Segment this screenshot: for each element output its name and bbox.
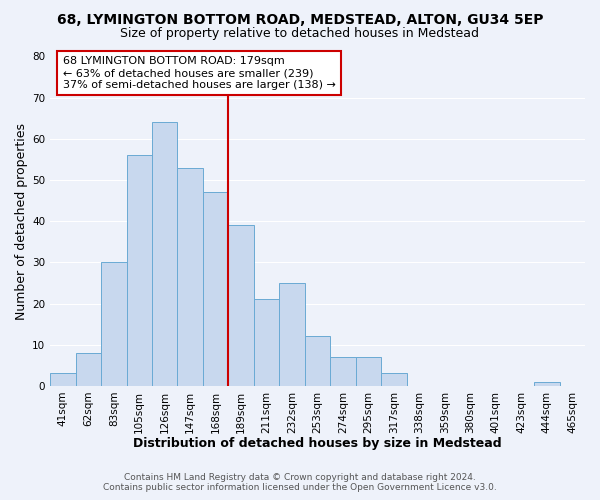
Bar [76,353,101,386]
Bar [229,226,254,386]
Text: Contains HM Land Registry data © Crown copyright and database right 2024.
Contai: Contains HM Land Registry data © Crown c… [103,473,497,492]
Bar [203,192,229,386]
Bar [152,122,178,386]
Bar [127,156,152,386]
Bar [534,382,560,386]
Bar [331,357,356,386]
Bar [254,300,280,386]
X-axis label: Distribution of detached houses by size in Medstead: Distribution of detached houses by size … [133,437,502,450]
Bar [178,168,203,386]
Y-axis label: Number of detached properties: Number of detached properties [15,122,28,320]
Text: Size of property relative to detached houses in Medstead: Size of property relative to detached ho… [121,28,479,40]
Bar [101,262,127,386]
Bar [305,336,331,386]
Text: 68 LYMINGTON BOTTOM ROAD: 179sqm
← 63% of detached houses are smaller (239)
37% : 68 LYMINGTON BOTTOM ROAD: 179sqm ← 63% o… [63,56,336,90]
Bar [381,374,407,386]
Bar [50,374,76,386]
Bar [356,357,381,386]
Text: 68, LYMINGTON BOTTOM ROAD, MEDSTEAD, ALTON, GU34 5EP: 68, LYMINGTON BOTTOM ROAD, MEDSTEAD, ALT… [57,12,543,26]
Bar [280,283,305,386]
